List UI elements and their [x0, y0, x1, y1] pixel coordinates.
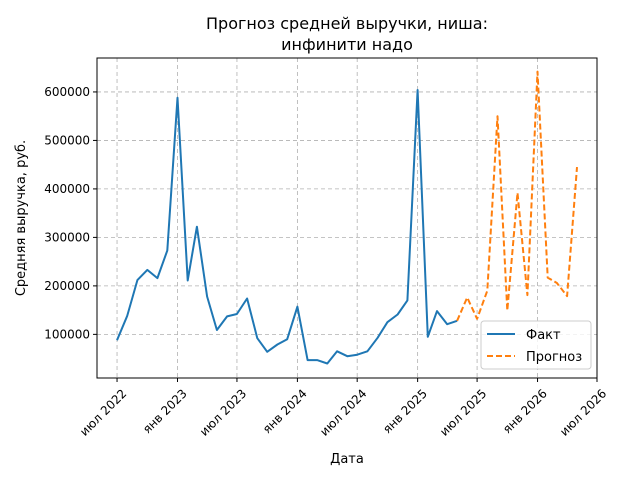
series-lines: [116, 70, 578, 365]
chart-title-line-2: инфинити надо: [281, 35, 413, 54]
x-axis-label: Дата: [330, 452, 364, 467]
y-axis-ticks: 100000 200000 300000 400000 500000 600000: [44, 85, 97, 341]
legend: Факт Прогноз: [480, 320, 592, 370]
y-tick-label: 200000: [44, 279, 90, 293]
y-tick-label: 100000: [44, 327, 90, 341]
plot-frame: [96, 57, 598, 379]
y-tick-label: 600000: [44, 85, 90, 99]
chart-title-line-1: Прогноз средней выручки, ниша:: [206, 14, 488, 33]
y-tick-label: 300000: [44, 230, 90, 244]
series-line-fact: [116, 89, 458, 365]
legend-label-forecast: Прогноз: [526, 350, 582, 365]
y-axis-label: Средняя выручка, руб.: [14, 140, 29, 296]
legend-label-fact: Факт: [526, 328, 561, 343]
y-tick-label: 400000: [44, 182, 90, 196]
y-tick-label: 500000: [44, 133, 90, 147]
series-line-forecast: [456, 70, 578, 322]
